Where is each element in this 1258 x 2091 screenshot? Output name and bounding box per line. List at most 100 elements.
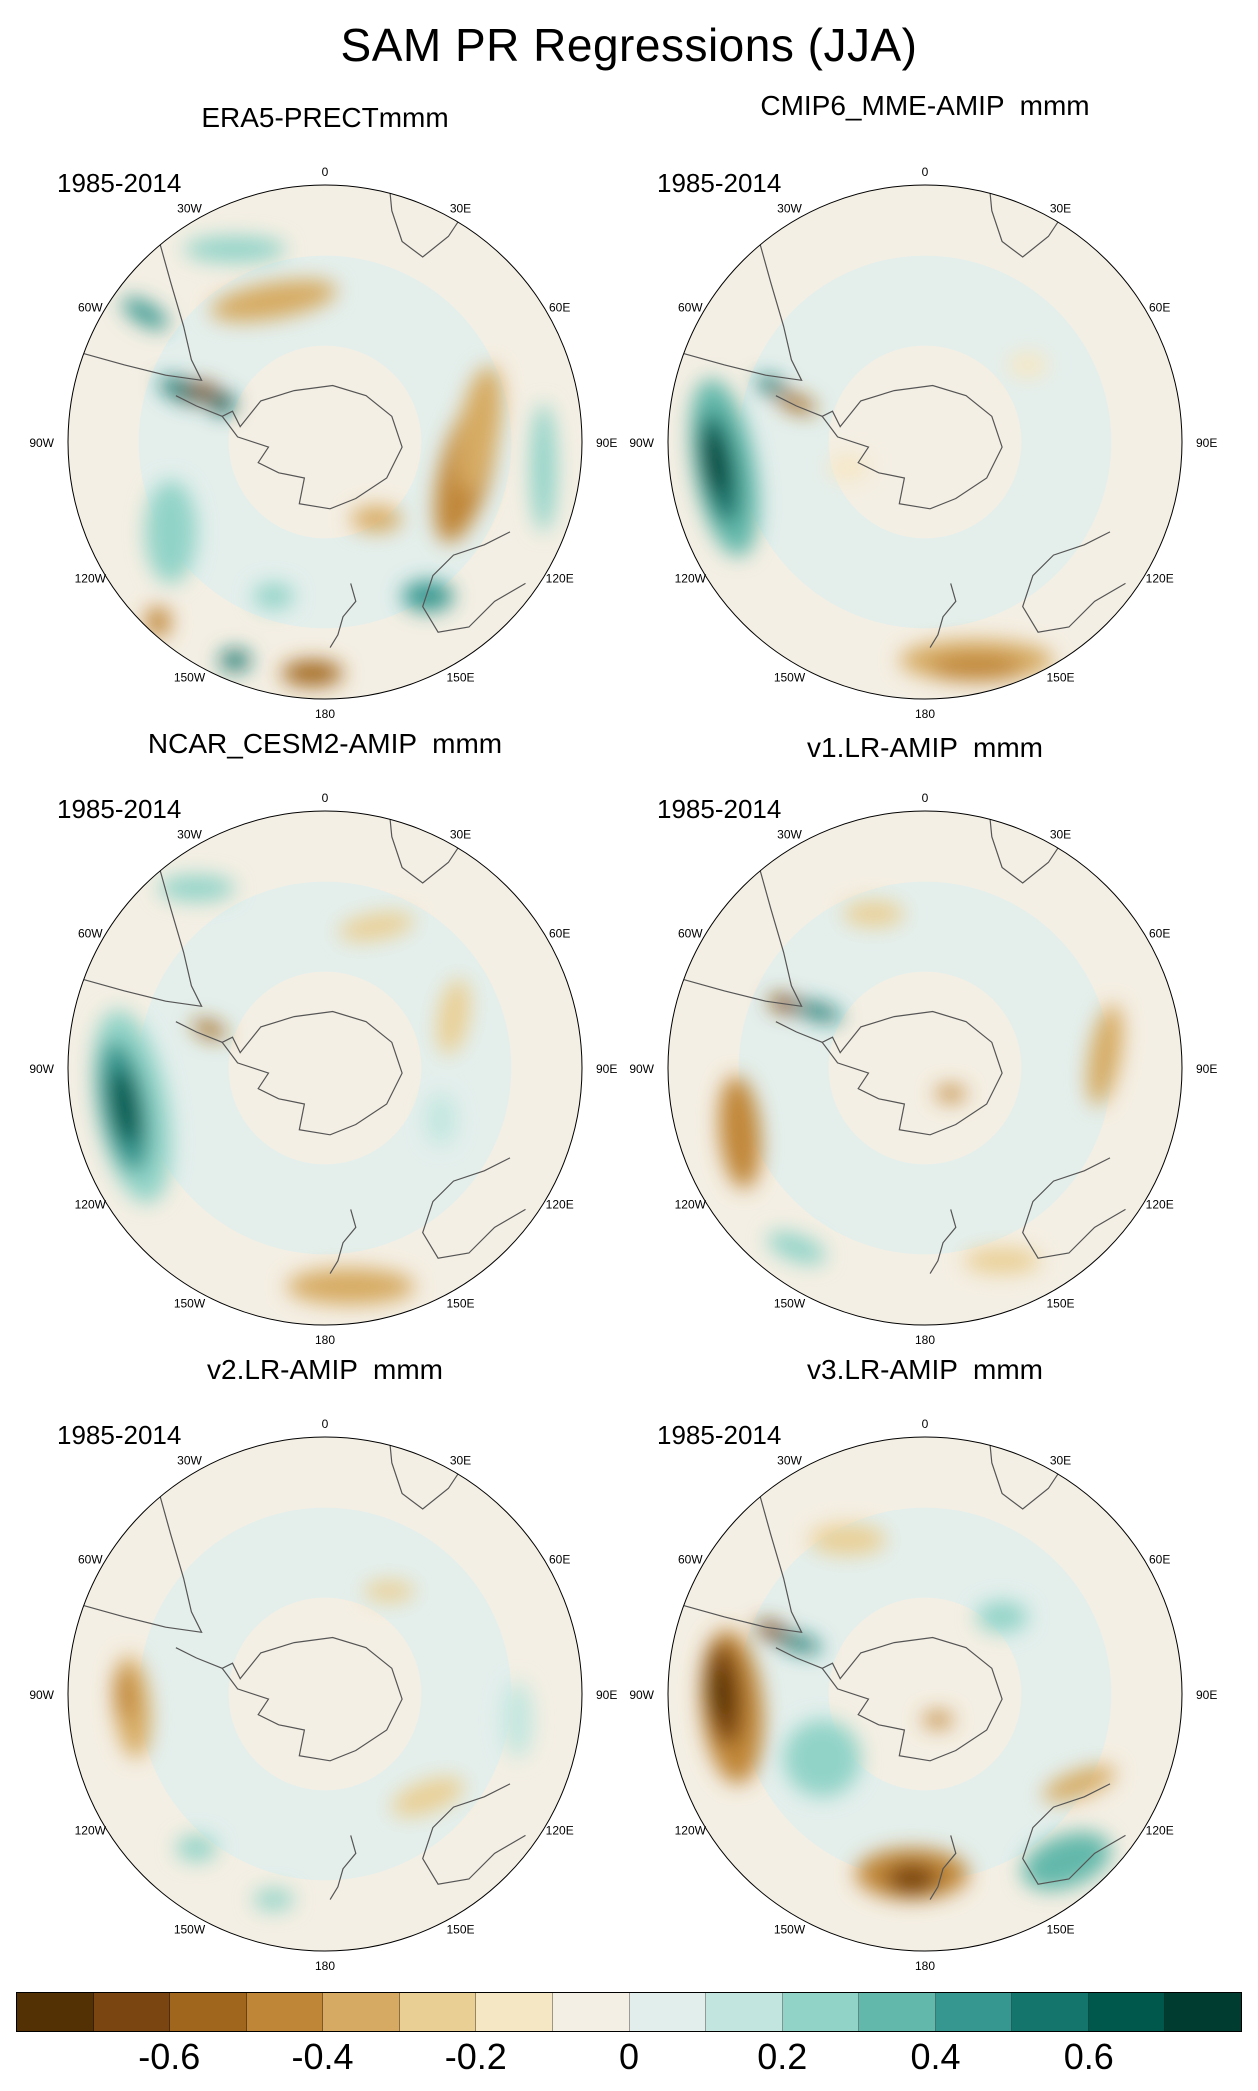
period-label: 1985-2014 xyxy=(657,168,782,198)
map-panel: CMIP6_MME-AMIP mmm 1985-2014 0 30E 60E 90E 120… xyxy=(629,90,1250,721)
longitude-label: 30W xyxy=(777,201,802,215)
anomaly-contour xyxy=(1042,1766,1116,1802)
longitude-label: 150W xyxy=(774,1297,806,1311)
longitude-label: 90E xyxy=(1196,1688,1217,1702)
field-ring xyxy=(738,881,1112,1255)
colorbar-tick-label: -0.2 xyxy=(444,2036,507,2077)
anomaly-contour xyxy=(219,650,251,671)
coastline xyxy=(422,531,526,633)
longitude-label: 0 xyxy=(922,791,929,805)
map-panel: v1.LR-AMIP mmm 1985-2014 0 30E 60E 90E 120E 150… xyxy=(629,732,1250,1347)
longitude-label: 0 xyxy=(322,791,329,805)
anomaly-contour xyxy=(157,875,236,901)
anomaly-contour xyxy=(338,912,415,941)
longitude-label: 90W xyxy=(629,436,654,450)
coastline xyxy=(929,583,957,648)
longitude-label: 180 xyxy=(915,1333,935,1347)
longitude-label: 120E xyxy=(546,572,574,586)
anomaly-contour xyxy=(530,403,557,532)
longitude-label: 60E xyxy=(549,301,570,315)
longitude-label: 30W xyxy=(177,1453,202,1467)
map-border xyxy=(667,810,1183,1326)
longitude-label: 180 xyxy=(915,707,935,721)
anomaly-contour xyxy=(122,297,168,330)
longitude-label: 150W xyxy=(174,671,206,685)
longitude-label: 120E xyxy=(546,1198,574,1212)
field-ring xyxy=(138,1507,512,1881)
colorbar-swatch xyxy=(1165,1993,1241,2031)
anomaly-contour xyxy=(976,1601,1028,1633)
longitude-label: 120E xyxy=(546,1824,574,1838)
coastline xyxy=(329,583,357,648)
map-panel: v3.LR-AMIP mmm 1985-2014 0 30E 60E 90E 120E 150… xyxy=(629,1354,1250,1973)
longitude-label: 60W xyxy=(678,1553,703,1567)
coastline xyxy=(775,1647,823,1669)
coastline xyxy=(388,811,470,884)
colorbar-swatch xyxy=(552,1993,630,2031)
longitude-label: 60W xyxy=(678,301,703,315)
anomaly-contour xyxy=(886,1863,938,1895)
anomaly-contour xyxy=(425,1093,457,1146)
longitude-label: 60W xyxy=(78,1553,103,1567)
map-panel: v2.LR-AMIP mmm 1985-2014 0 30E 60E 90E 120E 150… xyxy=(29,1354,650,1973)
anomaly-contour xyxy=(363,1580,415,1602)
coastline xyxy=(78,1449,203,1634)
longitude-label: 30W xyxy=(177,827,202,841)
longitude-label: 60E xyxy=(1149,301,1170,315)
coastline xyxy=(929,1209,957,1274)
colorbar-tick-label: -0.4 xyxy=(291,2036,354,2077)
anomaly-contour xyxy=(930,655,1023,682)
longitude-label: 150W xyxy=(774,1923,806,1937)
coastline xyxy=(1022,1157,1126,1259)
coastline xyxy=(78,823,203,1008)
longitude-label: 120W xyxy=(75,1198,107,1212)
longitude-label: 120E xyxy=(1146,1198,1174,1212)
map-border xyxy=(667,1436,1183,1952)
anomaly-contour xyxy=(1022,1832,1111,1890)
colorbar-tick-label: 0.4 xyxy=(910,2036,961,2077)
coastline xyxy=(678,1449,803,1634)
anomaly-contour xyxy=(286,1268,415,1305)
longitude-label: 30W xyxy=(177,201,202,215)
polar-map: 0 30E 60E 90E 120E 150E 180 150W 120W 90W 60W 30W xyxy=(629,165,1217,721)
anomaly-contour xyxy=(502,1681,534,1759)
longitude-label: 90W xyxy=(629,1062,654,1076)
coastline xyxy=(988,811,1070,884)
panel-title: CMIP6_MME-AMIP mmm xyxy=(760,90,1090,121)
coastline xyxy=(775,395,823,417)
anomaly-contour xyxy=(792,1001,842,1022)
longitude-label: 30E xyxy=(450,201,471,215)
coastline xyxy=(78,197,203,382)
panel-title: v1.LR-AMIP mmm xyxy=(807,732,1043,763)
anomaly-contour xyxy=(281,660,343,687)
longitude-label: 120W xyxy=(75,1824,107,1838)
coastline xyxy=(988,1437,1070,1510)
polar-map: 0 30E 60E 90E 120E 150E 180 150W 120W 90W 60W 30W xyxy=(29,1417,617,1973)
longitude-label: 60E xyxy=(1149,1553,1170,1567)
anomaly-contour xyxy=(192,1019,227,1039)
coastline xyxy=(988,185,1070,258)
colorbar-tick-label: 0.6 xyxy=(1063,2036,1114,2077)
longitude-label: 120W xyxy=(75,572,107,586)
coastline xyxy=(775,1021,823,1043)
map-panel: NCAR_CESM2-AMIP mmm 1985-2014 0 30E 60E 90E 12… xyxy=(29,728,650,1347)
longitude-label: 0 xyxy=(922,1417,929,1431)
longitude-label: 120W xyxy=(675,1198,707,1212)
coastline xyxy=(821,1636,1003,1762)
polar-map: 0 30E 60E 90E 120E 150E 180 150W 120W 90W 60W 30W xyxy=(29,165,617,721)
colorbar-tick-label: -0.6 xyxy=(138,2036,201,2077)
anomaly-contour xyxy=(350,506,403,532)
longitude-label: 150E xyxy=(446,671,474,685)
panel-title: v3.LR-AMIP mmm xyxy=(807,1354,1043,1385)
map-border xyxy=(667,184,1183,700)
map-border xyxy=(67,810,583,1326)
anomaly-contour xyxy=(114,1668,136,1720)
longitude-label: 30W xyxy=(777,1453,802,1467)
anomaly-contour xyxy=(209,393,236,414)
anomaly-contour xyxy=(253,1889,295,1910)
anomaly-contour xyxy=(827,454,869,481)
colorbar-tick-label: 0 xyxy=(618,2036,640,2077)
longitude-label: 90E xyxy=(1196,1062,1217,1076)
longitude-label: 180 xyxy=(315,1333,335,1347)
colorbar-swatch xyxy=(17,1993,94,2031)
